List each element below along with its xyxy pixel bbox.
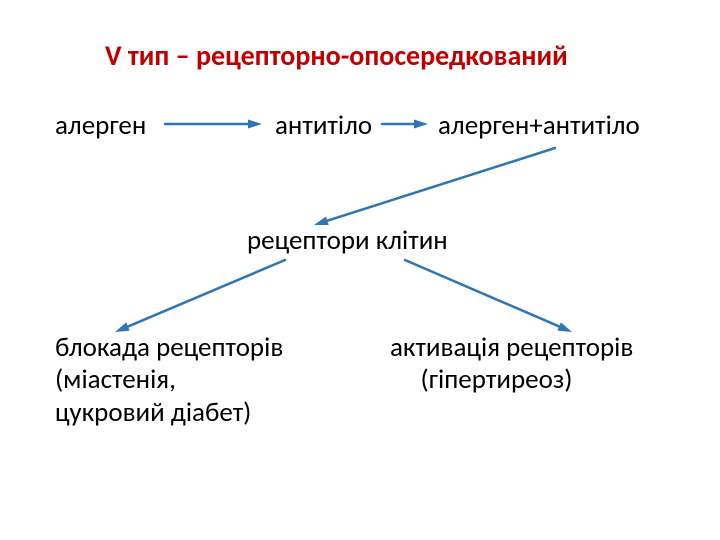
node-blockade: блокада рецепторів (міастенія, цукровий …	[55, 332, 283, 429]
node-antibody: антитіло	[275, 110, 372, 142]
node-receptors: рецептори клітин	[247, 225, 448, 257]
node-activation: активація рецепторів (гіпертиреоз)	[390, 332, 633, 397]
node-complex: алерген+антитіло	[438, 110, 640, 142]
node-allergen: алерген	[55, 110, 146, 142]
diagram-title: V тип – рецепторно-опосередкований	[105, 38, 568, 73]
arrow-layer	[0, 0, 720, 540]
